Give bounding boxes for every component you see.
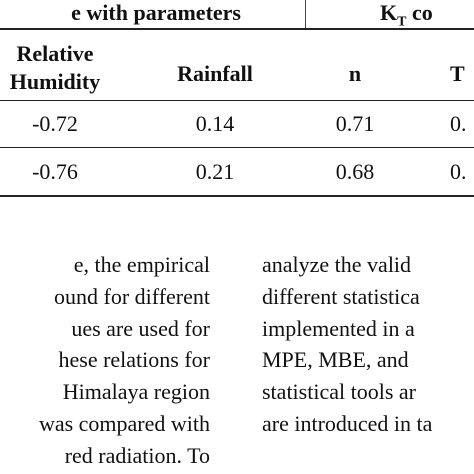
column-header: n <box>348 61 362 86</box>
text-line: red radiation. To <box>64 442 210 468</box>
cell: 0. <box>450 159 467 184</box>
cell: -0.76 <box>32 159 78 184</box>
text-line: statistical tools ar <box>262 379 416 405</box>
text-line: analyze the valid <box>262 252 412 277</box>
text-line: Himalaya region <box>62 379 210 405</box>
text-line: are introduced in ta <box>262 411 433 436</box>
text-line: was compared with <box>38 411 210 436</box>
text-line: e, the empirical <box>73 252 210 277</box>
text-line: implemented in a <box>262 315 415 341</box>
rule <box>0 195 474 197</box>
group-header: KT co <box>380 1 433 34</box>
column-divider <box>305 0 306 28</box>
cell: -0.72 <box>32 111 78 136</box>
group-header: e with parameters <box>71 0 241 25</box>
cell: 0.68 <box>335 159 375 184</box>
cell: 0.21 <box>195 159 235 184</box>
header-part: co <box>406 0 433 25</box>
text-line: ues are used for <box>71 315 210 341</box>
column-header: Rainfall <box>177 61 253 86</box>
rule <box>0 28 474 30</box>
rule <box>0 100 474 101</box>
column-header: T <box>450 61 465 86</box>
text-line: different statistica <box>262 283 420 309</box>
header-subscript: T <box>397 14 407 30</box>
cell: 0.71 <box>335 111 375 136</box>
cell: 0.14 <box>195 111 235 136</box>
cell: 0. <box>450 111 467 136</box>
header-part: K <box>380 0 398 25</box>
rule <box>0 147 474 148</box>
text-line: hese relations for <box>58 347 211 373</box>
text-line: MPE, MBE, and <box>262 347 409 373</box>
column-header: Relative Humidity <box>9 41 101 94</box>
text-line: ound for different <box>54 283 210 309</box>
